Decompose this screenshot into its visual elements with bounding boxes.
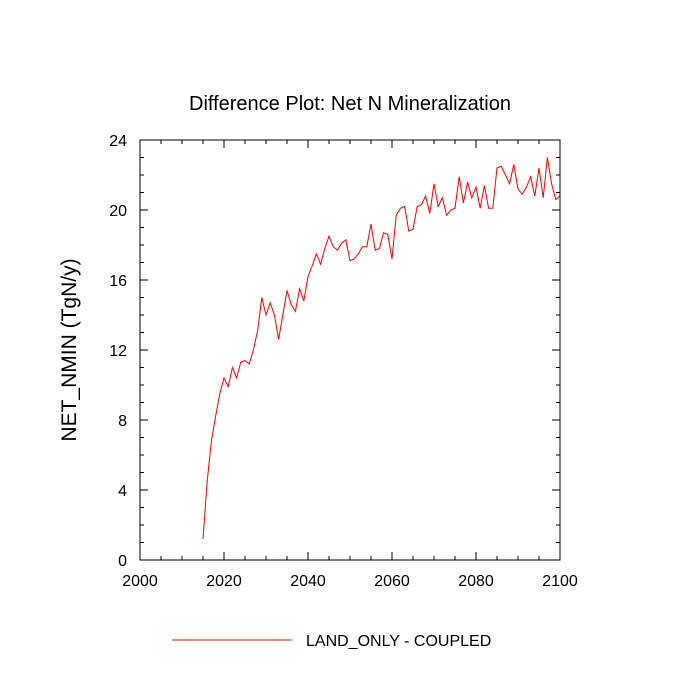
legend: LAND_ONLY - COUPLED: [172, 633, 491, 650]
x-tick-label: 2080: [458, 573, 494, 590]
y-tick-label: 0: [118, 553, 127, 570]
tick-labels: 2000 2020 2040 2060 2080 2100 0 4 8 12 16 20 24: [109, 133, 578, 590]
x-tick-label: 2040: [290, 573, 326, 590]
y-tick-label: 16: [109, 273, 127, 290]
minor-ticks: [140, 140, 560, 560]
y-tick-label: 24: [109, 133, 127, 150]
major-ticks: [139, 139, 561, 561]
x-tick-label: 2060: [374, 573, 410, 590]
y-tick-label: 8: [118, 413, 127, 430]
chart-title: Difference Plot: Net N Mineralization: [189, 93, 511, 115]
legend-label: LAND_ONLY - COUPLED: [306, 633, 491, 650]
x-tick-label: 2020: [206, 573, 242, 590]
x-tick-label: 2100: [542, 573, 578, 590]
series-line: [202, 157, 561, 540]
series-group: [202, 157, 561, 540]
x-tick-label: 2000: [122, 573, 158, 590]
y-tick-label: 4: [118, 483, 127, 500]
y-axis-label: NET_NMIN (TgN/y): [58, 258, 81, 441]
plot-frame: [139, 139, 561, 561]
y-tick-label: 12: [109, 343, 127, 360]
y-tick-label: 20: [109, 203, 127, 220]
